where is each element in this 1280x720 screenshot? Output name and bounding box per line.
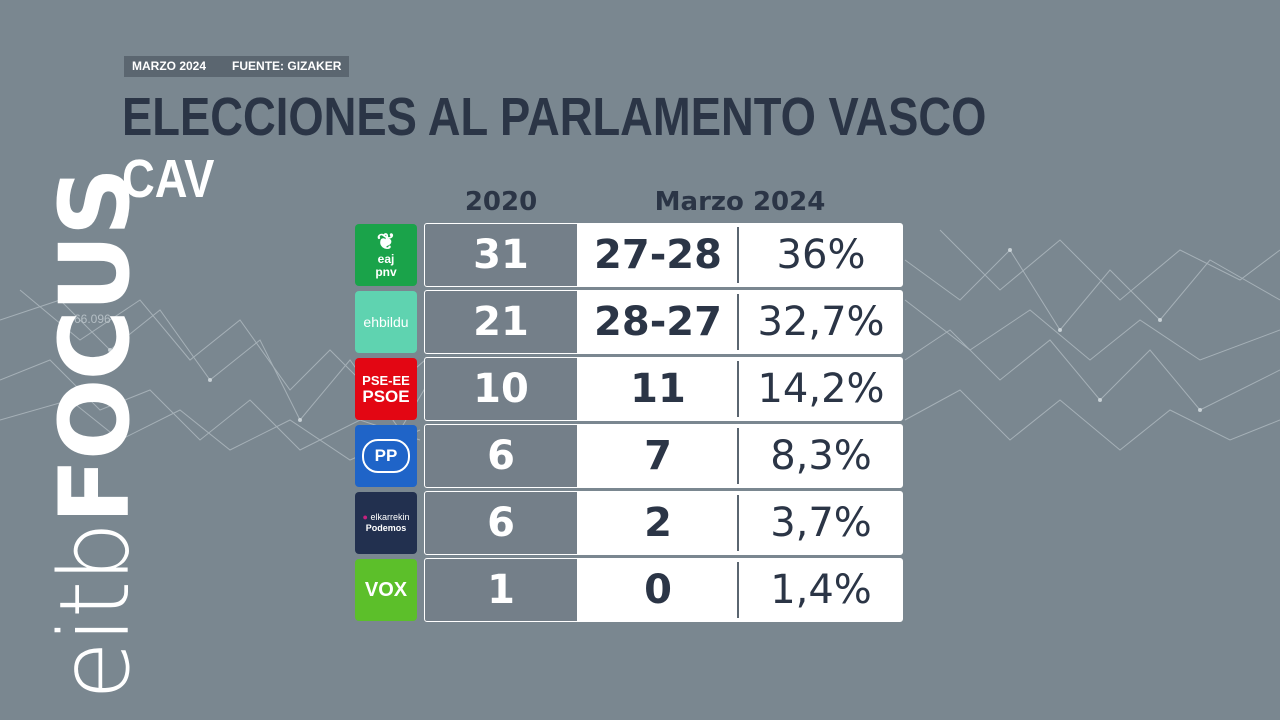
seats-2024: 11 bbox=[577, 357, 739, 421]
column-header-2024: Marzo 2024 bbox=[654, 187, 826, 217]
divider bbox=[737, 361, 739, 417]
divider bbox=[737, 227, 739, 283]
party-logo-vox: VOX bbox=[355, 559, 417, 621]
party-logo-pnv: ❦ eaj pnv bbox=[355, 224, 417, 286]
table-row: PSE-EE PSOE 10 11 14,2% bbox=[355, 357, 905, 421]
party-logo-elkarrekin: ● elkarrekin Podemos bbox=[355, 492, 417, 554]
seats-2020: 10 bbox=[424, 357, 578, 421]
vote-percentage-2024: 1,4% bbox=[739, 558, 903, 622]
seats-2024: 27-28 bbox=[577, 223, 739, 287]
divider bbox=[737, 495, 739, 551]
divider bbox=[737, 428, 739, 484]
seats-2024: 7 bbox=[577, 424, 739, 488]
table-row: ❦ eaj pnv 31 27-28 36% bbox=[355, 223, 905, 287]
vote-percentage-2024: 32,7% bbox=[739, 290, 903, 354]
pnv-leaf-icon: ❦ bbox=[376, 229, 396, 254]
logo-focus: FOCUS bbox=[39, 168, 151, 524]
pp-circle-icon: PP bbox=[362, 439, 410, 473]
seats-2024: 0 bbox=[577, 558, 739, 622]
elkarrekin-dot-icon: ● bbox=[362, 512, 368, 522]
background-watermark-number: 66.096 bbox=[74, 312, 111, 326]
seats-2020: 6 bbox=[424, 424, 578, 488]
table-row: ● elkarrekin Podemos 6 2 3,7% bbox=[355, 491, 905, 555]
seats-2020: 21 bbox=[424, 290, 578, 354]
source-label: FUENTE: GIZAKER bbox=[232, 59, 342, 73]
divider bbox=[737, 294, 739, 350]
seats-2020: 31 bbox=[424, 223, 578, 287]
seats-2020: 6 bbox=[424, 491, 578, 555]
date-label: MARZO 2024 bbox=[132, 59, 207, 73]
table-row: VOX 1 0 1,4% bbox=[355, 558, 905, 622]
table-row: ehbildu 21 28-27 32,7% bbox=[355, 290, 905, 354]
column-header-2020: 2020 bbox=[464, 187, 538, 217]
table-row: PP 6 7 8,3% bbox=[355, 424, 905, 488]
seats-2024: 2 bbox=[577, 491, 739, 555]
party-logo-pp: PP bbox=[355, 425, 417, 487]
party-logo-bildu: ehbildu bbox=[355, 291, 417, 353]
date-source-tag: MARZO 2024 FUENTE: GIZAKER bbox=[124, 56, 350, 77]
party-logo-psoe: PSE-EE PSOE bbox=[355, 358, 417, 420]
vote-percentage-2024: 3,7% bbox=[739, 491, 903, 555]
divider bbox=[737, 562, 739, 618]
eitb-focus-logo: eitbFOCUS bbox=[39, 169, 151, 700]
page-title: ELECCIONES AL PARLAMENTO VASCO bbox=[122, 87, 987, 147]
vote-percentage-2024: 14,2% bbox=[739, 357, 903, 421]
seats-2024: 28-27 bbox=[577, 290, 739, 354]
logo-eitb: eitb bbox=[39, 523, 151, 700]
vote-percentage-2024: 36% bbox=[739, 223, 903, 287]
page-subtitle: CAV bbox=[122, 149, 215, 209]
seats-2020: 1 bbox=[424, 558, 578, 622]
vote-percentage-2024: 8,3% bbox=[739, 424, 903, 488]
